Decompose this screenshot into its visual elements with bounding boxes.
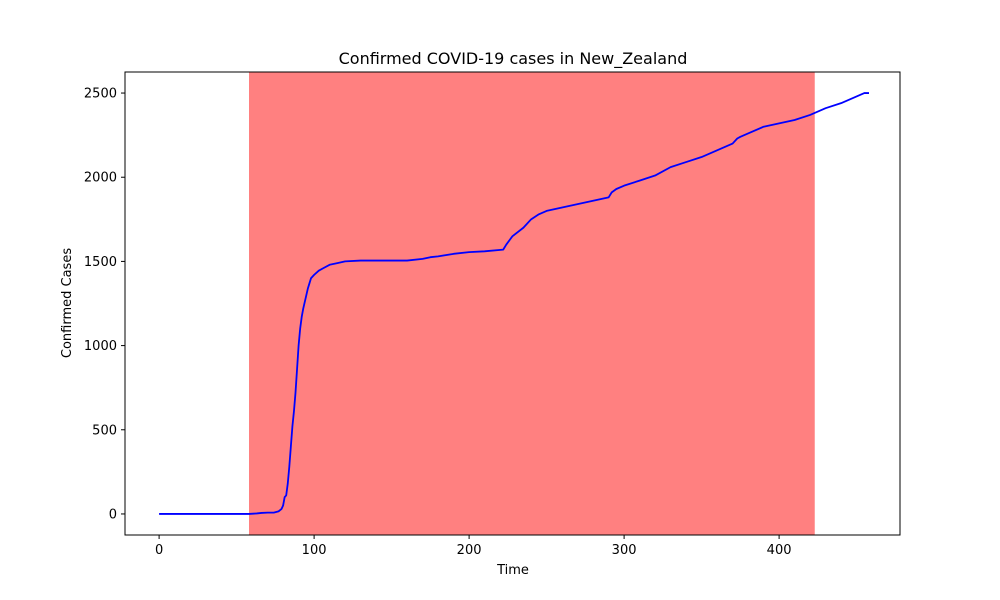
y-tick-label: 0 [109, 507, 117, 522]
y-tick-label: 500 [92, 423, 117, 438]
axis-ticks: 0 100 200 300 400 0 500 1000 1500 2000 2500 [84, 87, 792, 558]
y-tick-label: 1500 [84, 255, 117, 270]
y-tick-label: 2000 [84, 171, 117, 186]
plot-area [124, 71, 901, 536]
x-tick-label: 400 [767, 543, 792, 558]
y-tick-label: 1000 [84, 339, 117, 354]
x-tick-label: 200 [457, 543, 482, 558]
y-axis-label: Confirmed Cases [60, 248, 75, 358]
x-tick-label: 0 [155, 543, 163, 558]
x-axis-label: Time [496, 563, 529, 578]
plot-frame [124, 71, 901, 536]
x-tick-label: 100 [302, 543, 327, 558]
x-tick-label: 300 [612, 543, 637, 558]
series-line [159, 92, 869, 515]
chart-title: Confirmed COVID-19 cases in New_Zealand [339, 49, 688, 69]
shaded-region [249, 72, 815, 535]
y-tick-label: 2500 [84, 87, 117, 102]
